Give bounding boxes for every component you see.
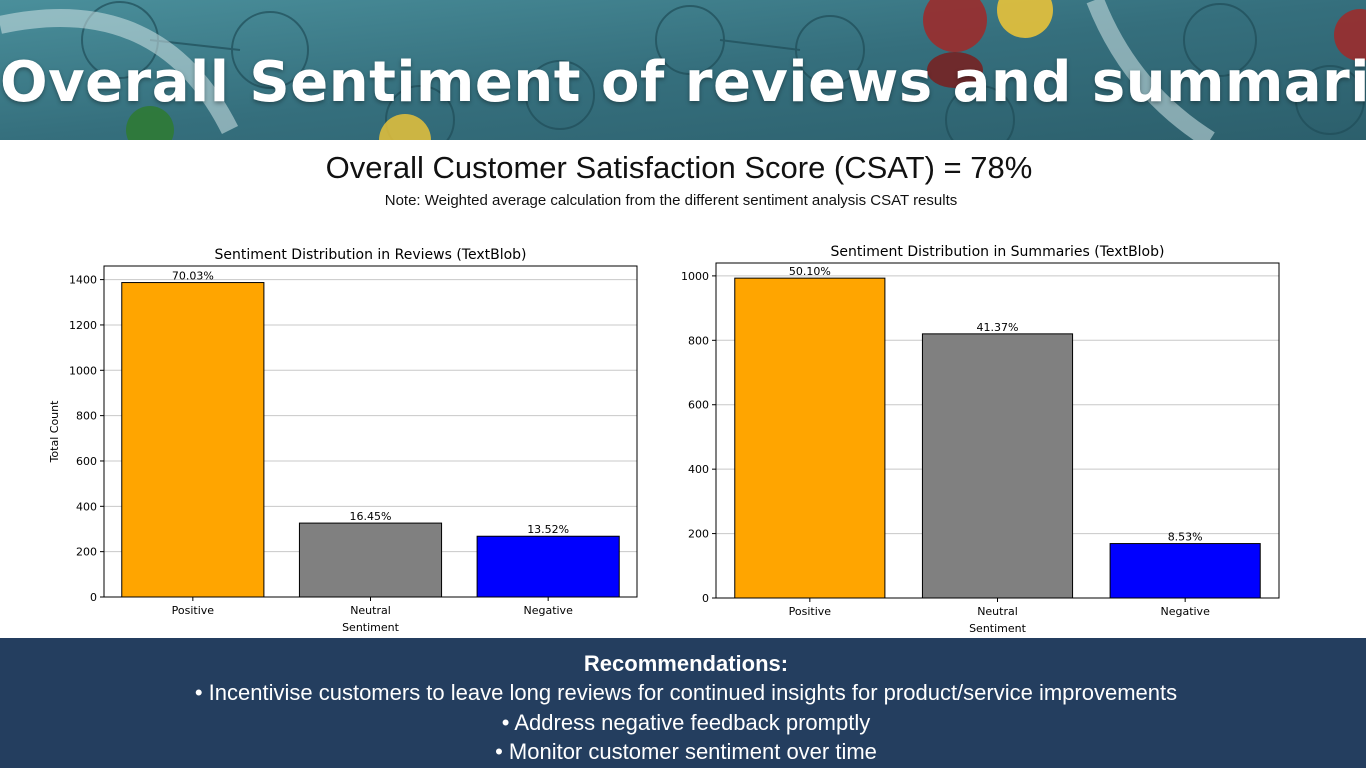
x-axis-label: Sentiment xyxy=(342,621,400,634)
csat-score: Overall Customer Satisfaction Score (CSA… xyxy=(325,150,1033,185)
x-axis-label: Sentiment xyxy=(969,622,1027,635)
bar-negative xyxy=(476,535,620,598)
chart-title: Sentiment Distribution in Summaries (Tex… xyxy=(831,244,1165,260)
data-label: 41.37% xyxy=(977,321,1019,334)
bar-neutral xyxy=(298,522,443,598)
y-tick-label: 800 xyxy=(76,410,97,423)
data-label: 8.53% xyxy=(1168,531,1203,544)
y-tick-label: 600 xyxy=(688,399,709,412)
x-tick-label: Neutral xyxy=(350,604,391,617)
bar-positive xyxy=(734,277,886,599)
csat-note: Note: Weighted average calculation from … xyxy=(384,192,958,209)
page-title: Overall Sentiment of reviews and summari… xyxy=(0,50,1366,115)
data-label: 13.52% xyxy=(527,523,569,536)
x-tick-label: Negative xyxy=(523,604,573,617)
bar-neutral xyxy=(921,333,1074,599)
x-tick-label: Neutral xyxy=(977,605,1018,618)
y-tick-label: 1000 xyxy=(681,270,709,283)
data-label: 70.03% xyxy=(172,270,214,283)
x-tick-label: Positive xyxy=(172,604,215,617)
board-game-background xyxy=(0,0,1366,140)
recommendations-heading: Recommendations: xyxy=(583,651,789,676)
plot-frame xyxy=(715,262,1280,599)
y-tick-label: 400 xyxy=(76,500,97,513)
plot-frame xyxy=(103,265,638,598)
y-tick-label: 1400 xyxy=(69,274,97,287)
chart-svg: 0 200 400 600 800 1000 50.10% Positive 41.37% Neu… xyxy=(660,244,1280,635)
y-tick-label: 0 xyxy=(702,592,709,605)
recommendation-item: • Monitor customer sentiment over time xyxy=(495,739,877,764)
recommendations-panel: Recommendations: • Incentivise customers… xyxy=(0,638,1366,768)
y-axis-label: Total Count xyxy=(672,399,673,463)
x-tick-label: Negative xyxy=(1160,605,1210,618)
bar-negative xyxy=(1109,543,1261,599)
x-tick-label: Positive xyxy=(789,605,832,618)
summaries-sentiment-chart: 0 200 400 600 800 1000 50.10% Positive 41.37% Neu… xyxy=(660,234,1292,640)
y-axis-label: Total Count xyxy=(48,400,61,464)
data-label: 16.45% xyxy=(350,510,392,523)
y-tick-label: 400 xyxy=(688,463,709,476)
header-banner: Overall Sentiment of reviews and summari… xyxy=(0,0,1366,140)
y-tick-label: 200 xyxy=(688,528,709,541)
recommendation-item: • Incentivise customers to leave long re… xyxy=(194,680,1178,705)
y-tick-label: 1200 xyxy=(69,319,97,332)
y-tick-label: 1000 xyxy=(69,364,97,377)
y-tick-label: 0 xyxy=(90,591,97,604)
chart-svg: 0 200 400 600 800 1000 1200 1400 70.03% Positive 1… xyxy=(48,247,638,634)
data-label: 50.10% xyxy=(789,265,831,278)
y-tick-label: 800 xyxy=(688,334,709,347)
y-tick-label: 600 xyxy=(76,455,97,468)
bar-positive xyxy=(121,282,265,598)
y-tick-label: 200 xyxy=(76,546,97,559)
recommendation-item: • Address negative feedback promptly xyxy=(501,710,871,735)
chart-title: Sentiment Distribution in Reviews (TextB… xyxy=(214,247,526,263)
reviews-sentiment-chart: 0 200 400 600 800 1000 1200 1400 70.03% Positive 1… xyxy=(40,240,640,640)
